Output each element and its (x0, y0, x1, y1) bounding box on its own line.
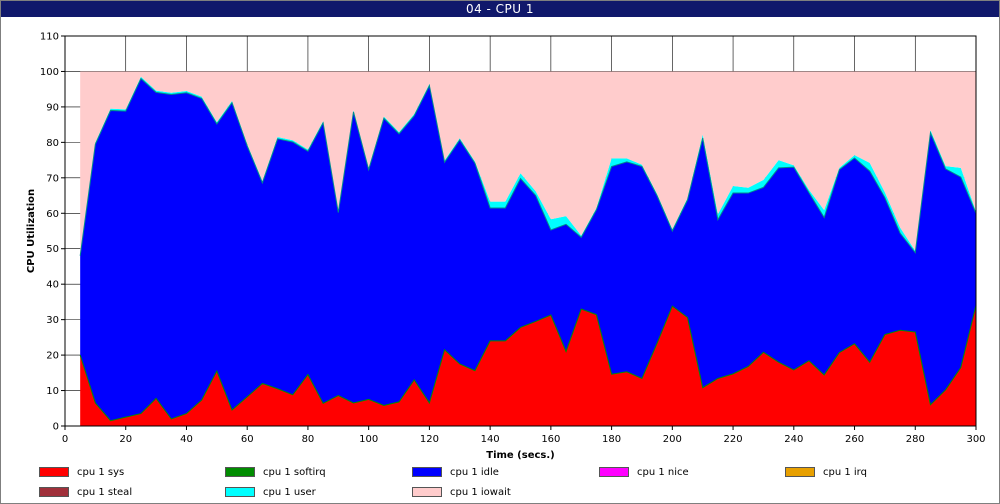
area-cpu-1-idle (80, 78, 977, 421)
y-tick-label: 10 (46, 386, 59, 397)
y-axis-label: CPU Utilization (26, 189, 37, 273)
y-tick-label: 20 (46, 351, 59, 362)
legend-label: cpu 1 irq (823, 466, 867, 478)
x-tick-label: 100 (359, 434, 378, 445)
legend-item: cpu 1 idle (412, 465, 499, 479)
legend-swatch (412, 487, 442, 497)
x-tick-label: 60 (241, 434, 254, 445)
x-tick-label: 300 (966, 434, 985, 445)
x-tick-label: 220 (724, 434, 743, 445)
legend-swatch (599, 467, 629, 477)
x-tick-label: 140 (481, 434, 500, 445)
legend-label: cpu 1 user (263, 486, 316, 498)
legend-label: cpu 1 softirq (263, 466, 326, 478)
x-tick-label: 80 (302, 434, 315, 445)
legend-label: cpu 1 sys (77, 466, 125, 478)
legend-swatch (39, 467, 69, 477)
series-boundary-line (79, 77, 977, 256)
legend-item: cpu 1 user (225, 485, 316, 499)
x-tick-label: 180 (602, 434, 621, 445)
y-tick-label: 0 (53, 422, 59, 433)
legend-label: cpu 1 nice (637, 466, 689, 478)
plot-border (64, 35, 977, 427)
y-tick-label: 30 (46, 315, 59, 326)
y-tick-label: 50 (46, 244, 59, 255)
legend-item: cpu 1 irq (785, 465, 867, 479)
legend-swatch (225, 487, 255, 497)
x-tick-label: 200 (663, 434, 682, 445)
legend-label: cpu 1 idle (450, 466, 499, 478)
y-tick-label: 40 (46, 280, 59, 291)
legend-label: cpu 1 iowait (450, 486, 511, 498)
x-tick-label: 160 (541, 434, 560, 445)
x-tick-label: 120 (420, 434, 439, 445)
x-tick-label: 40 (180, 434, 193, 445)
legend-item: cpu 1 iowait (412, 485, 511, 499)
area-cpu-1-sys (80, 305, 977, 426)
legend-item: cpu 1 sys (39, 465, 124, 479)
y-tick-label: 60 (46, 209, 59, 220)
legend-label: cpu 1 steal (77, 486, 133, 498)
y-tick-label: 100 (40, 67, 59, 78)
legend-item: cpu 1 nice (599, 465, 689, 479)
chart-legend: cpu 1 sys cpu 1 softirq cpu 1 idle cpu 1 ni… (1, 465, 999, 503)
cpu-utilization-chart: 0 10 20 30 40 50 60 70 80 90 100 110 0 20 40 60 80 100 120… (26, 32, 986, 462)
x-tick-label: 20 (119, 434, 132, 445)
y-tick-label: 90 (46, 102, 59, 113)
legend-swatch (225, 467, 255, 477)
window-title: 04 - CPU 1 (1, 1, 999, 17)
area-cpu-1-iowait (80, 71, 977, 255)
legend-swatch (39, 487, 69, 497)
legend-item: cpu 1 softirq (225, 465, 326, 479)
y-tick-label: 70 (46, 173, 59, 184)
x-tick-label: 0 (62, 434, 68, 445)
y-tick-label: 110 (40, 32, 59, 43)
x-tick-label: 260 (845, 434, 864, 445)
legend-swatch (785, 467, 815, 477)
series-boundary-line (79, 305, 977, 422)
x-tick-label: 240 (784, 434, 803, 445)
y-tick-label: 80 (46, 138, 59, 149)
x-tick-label: 280 (906, 434, 925, 445)
legend-item: cpu 1 steal (39, 485, 132, 499)
legend-swatch (412, 467, 442, 477)
x-axis-label: Time (secs.) (486, 450, 555, 461)
